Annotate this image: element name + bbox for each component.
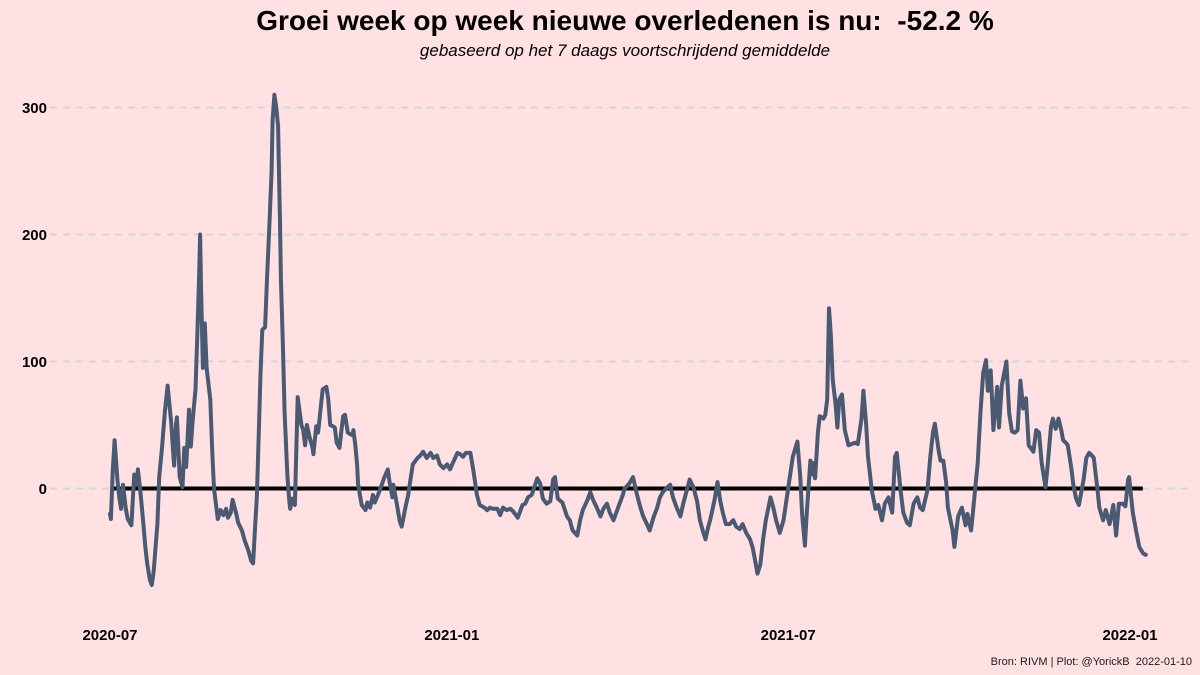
- y-tick-label: 300: [22, 100, 47, 117]
- x-tick-label: 2021-01: [424, 627, 479, 644]
- x-tick-label: 2020-07: [82, 627, 137, 644]
- y-tick-label: 0: [39, 481, 47, 498]
- series-line: [108, 92, 1148, 587]
- y-tick-label: 200: [22, 227, 47, 244]
- x-tick-label: 2022-01: [1102, 627, 1157, 644]
- x-tick-label: 2021-07: [761, 627, 816, 644]
- y-tick-label: 100: [22, 354, 47, 371]
- source-credit-line: Bron: RIVM | Plot: @YorickB 2022-01-10: [990, 656, 1192, 668]
